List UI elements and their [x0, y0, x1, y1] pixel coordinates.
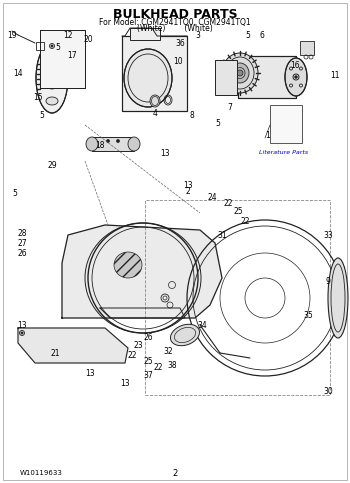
Bar	[122, 36, 187, 111]
Text: Literature Parts: Literature Parts	[259, 151, 309, 156]
Text: 13: 13	[183, 181, 193, 189]
Text: 34: 34	[197, 321, 207, 329]
Text: For Model: CGM2941TQ0, CGM2941TQ1: For Model: CGM2941TQ0, CGM2941TQ1	[99, 18, 251, 28]
Text: 13: 13	[160, 148, 170, 157]
Circle shape	[51, 45, 53, 47]
Text: 24: 24	[207, 194, 217, 202]
Ellipse shape	[285, 58, 307, 96]
Text: 29: 29	[47, 160, 57, 170]
Text: W10119633: W10119633	[20, 470, 63, 476]
Text: (White)        (White): (White) (White)	[137, 25, 213, 33]
Ellipse shape	[328, 258, 348, 338]
Text: 6: 6	[260, 30, 265, 40]
Text: 36: 36	[175, 39, 185, 47]
Text: 23: 23	[133, 341, 143, 350]
Text: 26: 26	[17, 248, 27, 257]
Circle shape	[106, 140, 110, 142]
Text: 22: 22	[153, 364, 163, 372]
Text: 15: 15	[33, 94, 43, 102]
Text: 20: 20	[83, 34, 93, 43]
Text: 2: 2	[172, 469, 177, 478]
Text: 26: 26	[143, 333, 153, 342]
Text: 13: 13	[17, 321, 27, 329]
Circle shape	[295, 76, 297, 78]
Bar	[130, 28, 160, 40]
Bar	[92, 137, 134, 151]
Text: 25: 25	[233, 207, 243, 215]
Text: 5: 5	[246, 30, 251, 40]
Text: 31: 31	[217, 230, 227, 240]
Bar	[238, 56, 296, 98]
Text: 12: 12	[63, 30, 73, 40]
Polygon shape	[62, 225, 222, 318]
Text: 33: 33	[323, 230, 333, 240]
Ellipse shape	[150, 95, 160, 107]
Bar	[215, 60, 237, 95]
Text: 37: 37	[143, 370, 153, 380]
Text: 35: 35	[303, 311, 313, 319]
Text: 38: 38	[167, 360, 177, 369]
Text: 8: 8	[190, 111, 194, 119]
Circle shape	[237, 70, 243, 76]
Text: 7: 7	[228, 103, 232, 113]
Text: 14: 14	[13, 69, 23, 77]
Ellipse shape	[41, 47, 63, 89]
Text: 2: 2	[186, 186, 190, 196]
Circle shape	[117, 140, 119, 142]
Ellipse shape	[86, 137, 98, 151]
Text: 5: 5	[56, 43, 61, 52]
Text: 5: 5	[40, 111, 44, 119]
Bar	[40, 30, 85, 88]
Text: 30: 30	[323, 386, 333, 396]
Text: 3: 3	[196, 30, 201, 40]
Text: 19: 19	[7, 30, 17, 40]
Ellipse shape	[231, 63, 249, 83]
Ellipse shape	[114, 252, 142, 278]
Bar	[238, 56, 296, 98]
Text: 4: 4	[153, 109, 158, 117]
Polygon shape	[18, 328, 128, 363]
Text: 5: 5	[216, 118, 220, 128]
Text: 18: 18	[95, 141, 105, 150]
Text: 13: 13	[85, 369, 95, 378]
Text: 17: 17	[67, 51, 77, 59]
Text: 16: 16	[290, 60, 300, 70]
Bar	[300, 41, 314, 55]
Ellipse shape	[46, 97, 58, 105]
Text: 5: 5	[13, 188, 18, 198]
Text: 25: 25	[143, 356, 153, 366]
Text: 1: 1	[266, 130, 270, 140]
Circle shape	[21, 332, 23, 334]
Text: 22: 22	[223, 199, 233, 208]
Ellipse shape	[170, 324, 199, 346]
Bar	[36, 42, 44, 50]
Ellipse shape	[124, 49, 172, 107]
Bar	[40, 30, 85, 88]
Text: 9: 9	[326, 276, 330, 285]
Text: 10: 10	[173, 57, 183, 66]
Bar	[145, 200, 330, 395]
Text: 32: 32	[163, 346, 173, 355]
Text: 22: 22	[127, 351, 137, 359]
Text: 21: 21	[50, 349, 60, 357]
Text: 28: 28	[17, 228, 27, 238]
Ellipse shape	[222, 53, 258, 93]
Ellipse shape	[36, 43, 68, 113]
Ellipse shape	[128, 137, 140, 151]
Bar	[122, 36, 187, 111]
Text: 13: 13	[120, 379, 130, 387]
Text: 27: 27	[17, 239, 27, 247]
Text: 11: 11	[330, 71, 340, 80]
Text: 22: 22	[240, 216, 250, 226]
Bar	[270, 105, 302, 143]
Text: BULKHEAD PARTS: BULKHEAD PARTS	[113, 9, 237, 22]
